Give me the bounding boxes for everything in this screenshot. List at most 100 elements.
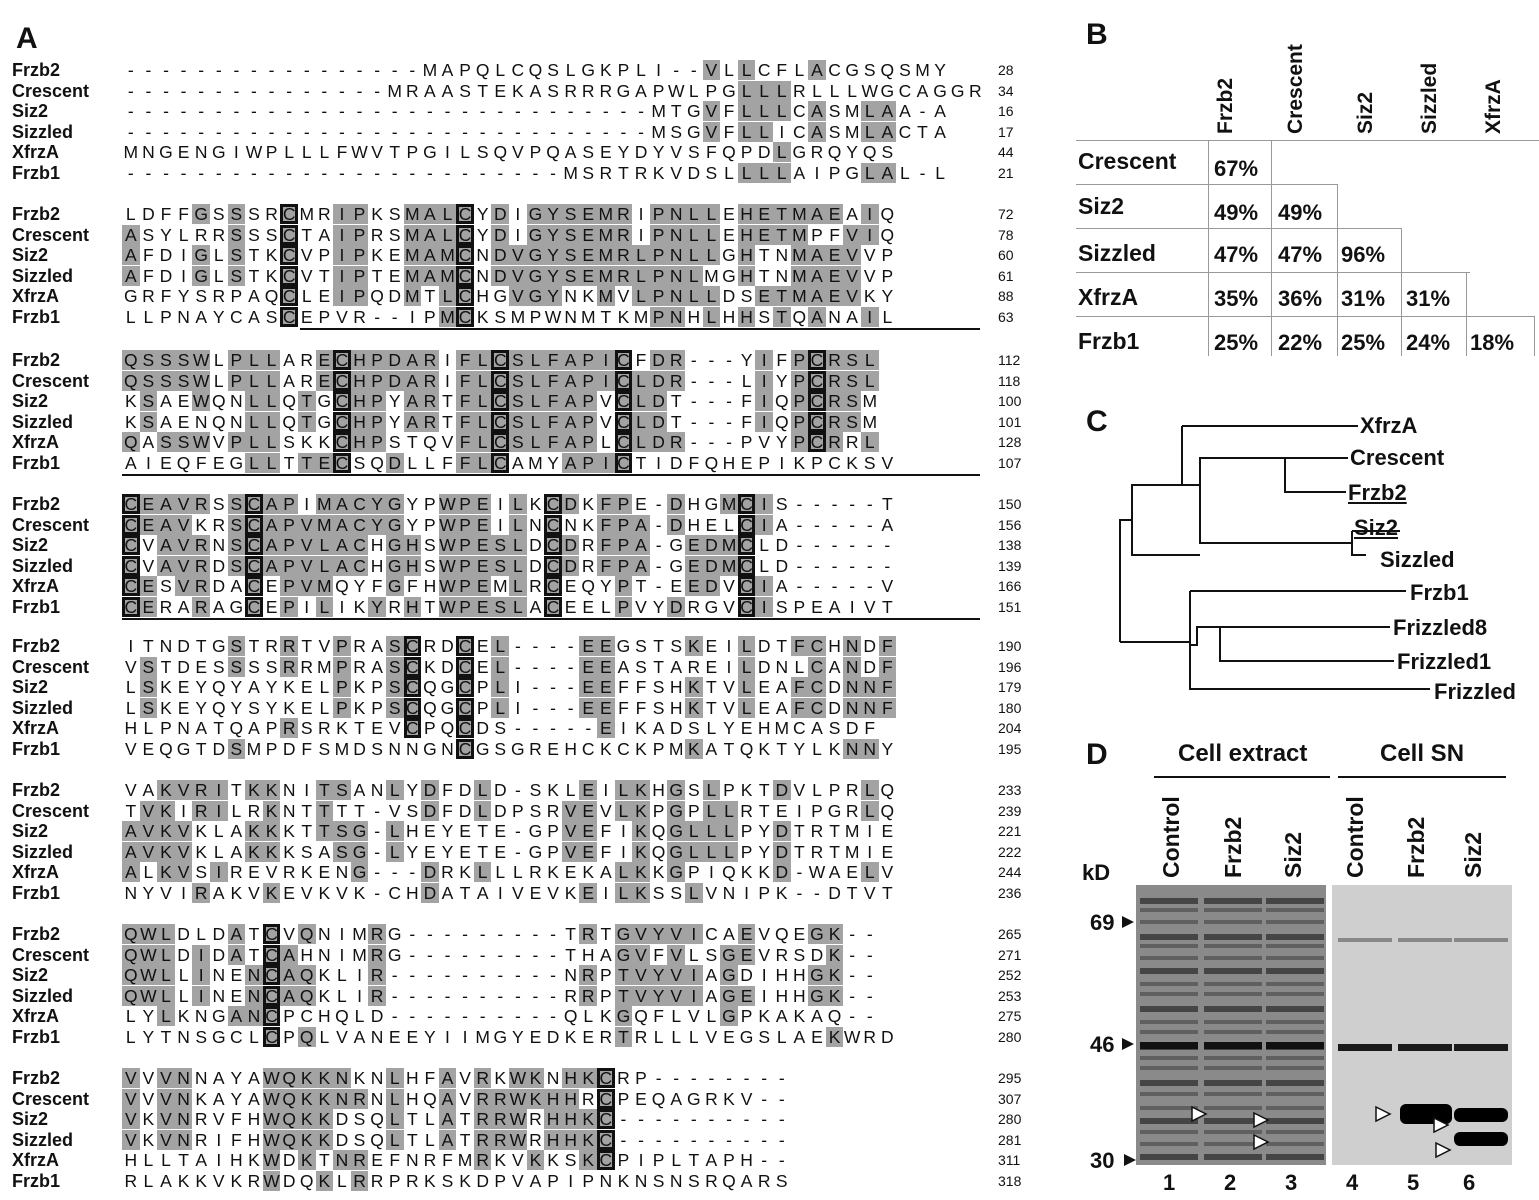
residue: Y bbox=[544, 265, 562, 286]
residue: E bbox=[723, 204, 735, 224]
residue: R bbox=[212, 224, 226, 245]
residue: A bbox=[934, 121, 946, 142]
residue: H bbox=[687, 494, 701, 514]
residue: S bbox=[157, 432, 175, 453]
residue: T bbox=[213, 718, 225, 739]
residue: G bbox=[317, 391, 332, 412]
residue: S bbox=[227, 204, 246, 224]
col-header-frzb2: Frzb2 bbox=[1214, 77, 1237, 134]
residue: L bbox=[702, 307, 721, 327]
residue: - bbox=[690, 432, 697, 453]
residue: L bbox=[319, 1027, 330, 1047]
residue: S bbox=[385, 677, 404, 698]
residue: F bbox=[790, 697, 809, 718]
residue: P bbox=[424, 718, 436, 739]
residue: K bbox=[283, 821, 295, 842]
residue: V bbox=[174, 494, 193, 514]
residue: L bbox=[829, 80, 840, 101]
alignment-row: Sizzled A V K V K L A K K K S A S G - L Y E Y E T E - G P V E F I K Q G L… bbox=[0, 841, 1060, 862]
residue: I bbox=[761, 985, 767, 1006]
residue: W bbox=[262, 1088, 281, 1109]
residue: V bbox=[160, 883, 172, 903]
residue: D bbox=[177, 656, 190, 677]
residue: I bbox=[339, 944, 345, 965]
residue: - bbox=[409, 101, 416, 122]
residue: K bbox=[424, 1171, 436, 1191]
residue: - bbox=[919, 163, 926, 183]
residue: - bbox=[866, 924, 873, 944]
residue: P bbox=[790, 432, 809, 453]
residue-number: 244 bbox=[998, 864, 1022, 881]
residue: I bbox=[755, 576, 773, 597]
residue: S bbox=[174, 350, 193, 370]
residue: W bbox=[544, 307, 562, 327]
residue: - bbox=[356, 121, 363, 142]
residue: C bbox=[737, 576, 756, 597]
residue: H bbox=[350, 350, 369, 370]
residue: G bbox=[211, 1027, 226, 1047]
residue: T bbox=[635, 576, 647, 597]
residue-number: 307 bbox=[998, 1090, 1022, 1107]
residue: R bbox=[194, 1109, 208, 1130]
residue: G bbox=[317, 411, 332, 432]
residue: L bbox=[526, 370, 545, 391]
residue: R bbox=[159, 597, 173, 617]
residue: P bbox=[227, 370, 246, 391]
residue: - bbox=[409, 121, 416, 142]
residue: - bbox=[585, 121, 592, 142]
residue: C bbox=[350, 514, 369, 535]
residue: D bbox=[649, 350, 668, 370]
residue: H bbox=[561, 1109, 580, 1130]
residue: L bbox=[812, 780, 822, 800]
residue: - bbox=[391, 121, 398, 142]
residue-number: 78 bbox=[998, 226, 1014, 243]
residue: C bbox=[898, 121, 912, 142]
residue: H bbox=[370, 535, 384, 556]
cell-crescent-frzb2: 67% bbox=[1214, 156, 1259, 181]
residue: A bbox=[561, 391, 580, 412]
residue: A bbox=[808, 60, 826, 80]
residue: L bbox=[737, 163, 756, 183]
residue: T bbox=[248, 245, 260, 266]
residue: C bbox=[122, 494, 140, 514]
residue: E bbox=[597, 718, 615, 739]
residue: V bbox=[371, 142, 383, 163]
residue: V bbox=[174, 535, 193, 556]
residue: - bbox=[479, 944, 486, 965]
residue: N bbox=[194, 1006, 208, 1027]
residue: L bbox=[473, 411, 492, 432]
alignment-row: Frzb2 C E A V R S S C A P I M A C Y G Y P W P E I L K C D K F P E - D H G M… bbox=[0, 494, 1060, 514]
residue: L bbox=[473, 800, 492, 821]
residue: V bbox=[122, 1109, 140, 1130]
residue: D bbox=[491, 245, 510, 266]
residue: K bbox=[297, 1088, 316, 1109]
residue: H bbox=[775, 985, 789, 1006]
residue: E bbox=[579, 841, 598, 862]
residue: E bbox=[793, 924, 806, 944]
residue: V bbox=[723, 677, 735, 698]
residue: V bbox=[881, 576, 894, 597]
residue: P bbox=[705, 80, 718, 101]
alignment-row: Crescent V S T D E S S S S R R M P R A S C K D C E L - - - - E E A S T A… bbox=[0, 656, 1060, 677]
residue: - bbox=[462, 965, 468, 986]
residue: - bbox=[550, 121, 556, 142]
panel-a-letter: A bbox=[16, 22, 38, 55]
residue: Q bbox=[880, 60, 895, 80]
residue: L bbox=[385, 841, 404, 862]
residue: Q bbox=[774, 391, 789, 412]
residue: Q bbox=[827, 142, 842, 163]
residue: N bbox=[177, 1027, 190, 1047]
residue: S bbox=[385, 636, 404, 656]
residue: L bbox=[741, 370, 752, 391]
residue: D bbox=[863, 656, 877, 677]
residue: S bbox=[494, 718, 507, 739]
residue: G bbox=[720, 965, 738, 986]
residue: M bbox=[774, 718, 790, 739]
residue: V bbox=[174, 576, 193, 597]
residue: A bbox=[878, 163, 897, 183]
residue: V bbox=[142, 1068, 155, 1088]
residue: V bbox=[509, 245, 527, 266]
residue: - bbox=[497, 1006, 504, 1027]
residue: V bbox=[705, 883, 718, 903]
residue: L bbox=[702, 224, 721, 245]
